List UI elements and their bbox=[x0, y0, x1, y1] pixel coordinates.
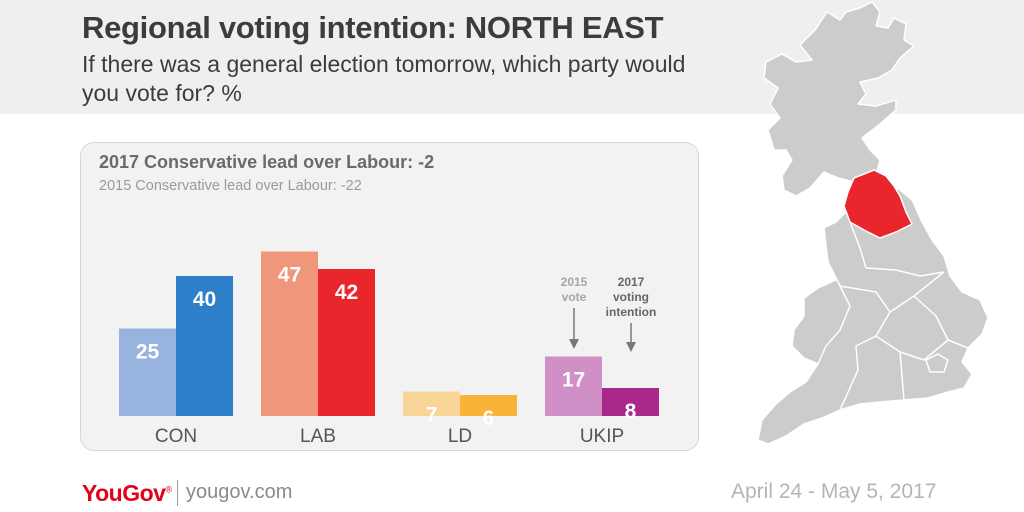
bar-ukip-2015 bbox=[545, 356, 602, 416]
category-label-ld: LD bbox=[448, 426, 472, 447]
annotation-2017-line3: intention bbox=[606, 305, 657, 319]
annotation-2015-line1: 2015 bbox=[561, 275, 588, 289]
map-region-england-wales bbox=[757, 175, 989, 445]
data-label-lab-2017: 42 bbox=[335, 281, 358, 304]
data-label-con-2017: 40 bbox=[193, 288, 216, 311]
chart-subtitle: If there was a general election tomorrow… bbox=[82, 51, 686, 106]
category-label-ukip: UKIP bbox=[580, 426, 624, 447]
data-label-ukip-2017: 8 bbox=[625, 400, 637, 423]
map-border-east bbox=[913, 295, 969, 349]
map-border-nw-yorks bbox=[849, 221, 867, 269]
survey-date: April 24 - May 5, 2017 bbox=[731, 480, 937, 503]
map-border-south-coast bbox=[899, 351, 905, 401]
map-border-yorks-south bbox=[865, 267, 945, 277]
bar-con-2017 bbox=[176, 276, 233, 416]
map-border-south-west bbox=[839, 345, 859, 411]
lead-2017-label: 2017 Conservative lead over Labour: -2 bbox=[99, 152, 435, 172]
footer-url-link[interactable]: yougov.com bbox=[186, 481, 293, 503]
data-label-ld-2017: 6 bbox=[483, 407, 495, 430]
yougov-logo[interactable]: YouGov® bbox=[82, 480, 172, 506]
bar-lab-2015 bbox=[261, 251, 318, 416]
data-label-ld-2015: 7 bbox=[426, 404, 438, 427]
bar-ld-2015 bbox=[403, 391, 460, 416]
category-label-lab: LAB bbox=[300, 426, 336, 447]
annotation-2017-line2: voting bbox=[613, 290, 649, 304]
map-border-south-east bbox=[875, 335, 949, 361]
bar-con-2015 bbox=[119, 328, 176, 416]
data-label-lab-2015: 47 bbox=[278, 264, 301, 287]
bar-ukip-2017 bbox=[602, 388, 659, 416]
annotation-2015-line2: vote bbox=[562, 290, 587, 304]
data-label-con-2015: 25 bbox=[136, 341, 160, 364]
chart-title: Regional voting intention: NORTH EAST bbox=[82, 10, 664, 45]
map-region-north-east bbox=[843, 169, 913, 239]
category-label-con: CON bbox=[155, 426, 197, 447]
map-border-london bbox=[925, 353, 949, 373]
annotations-layer: 2015 vote 2017 voting intention bbox=[561, 275, 657, 352]
lead-2015-label: 2015 Conservative lead over Labour: -22 bbox=[99, 178, 362, 194]
arrow-2015-head bbox=[569, 339, 579, 349]
map-border-wales bbox=[817, 261, 851, 365]
arrow-2017-head bbox=[626, 342, 636, 352]
bar-lab-2017 bbox=[318, 269, 375, 416]
map-region-scotland bbox=[763, 1, 915, 197]
footer-divider bbox=[177, 480, 178, 506]
bar-ld-2017 bbox=[460, 395, 517, 416]
uk-map bbox=[700, 0, 1024, 470]
annotation-2017-line1: 2017 bbox=[618, 275, 645, 289]
data-label-ukip-2015: 17 bbox=[562, 369, 585, 392]
